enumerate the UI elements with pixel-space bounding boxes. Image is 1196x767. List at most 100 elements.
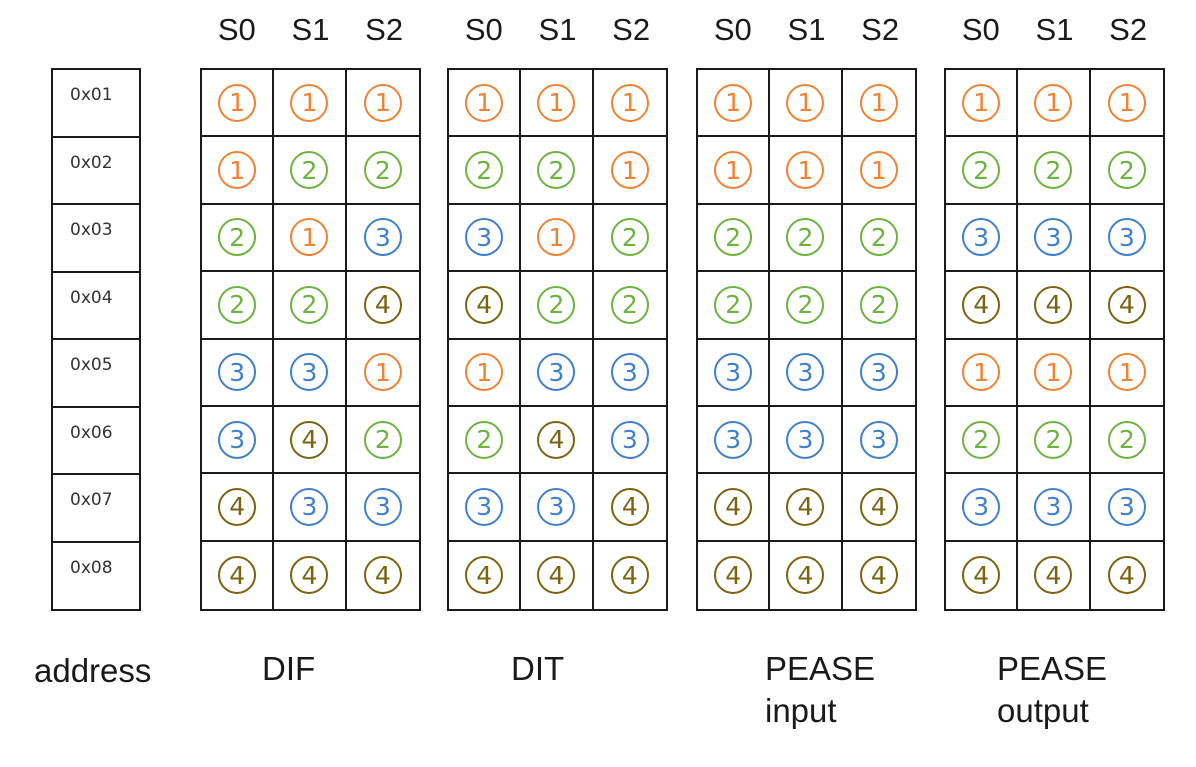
table-cell: 1: [593, 70, 666, 138]
table-cell: 3: [946, 204, 1019, 273]
circled-number-3: 3: [218, 420, 257, 459]
table-cell: 2: [842, 272, 915, 340]
table-cell: 3: [842, 340, 915, 407]
circled-number-4: 4: [714, 556, 753, 595]
circled-number-4: 4: [290, 420, 329, 459]
table-cell: 1: [202, 70, 275, 138]
circled-number-2: 2: [714, 285, 753, 324]
table-cell: 3: [1090, 205, 1163, 273]
table-cell: 1: [1090, 70, 1163, 138]
table-cell: 3: [1090, 474, 1163, 542]
table-cell: 2: [202, 204, 275, 273]
column-headers: S0 S1 S2: [200, 12, 421, 48]
table-cell: 1: [1090, 340, 1163, 407]
circled-number-1: 1: [218, 151, 257, 190]
table-cell: 3: [593, 340, 666, 407]
circled-number-4: 4: [465, 556, 504, 595]
table-cell: 1: [593, 137, 666, 205]
table-cell: 2: [1018, 406, 1091, 475]
circled-number-3: 3: [859, 420, 898, 459]
circled-number-3: 3: [537, 487, 576, 526]
circled-number-2: 2: [465, 151, 504, 190]
table-cell: 4: [347, 542, 419, 609]
table-cell: 2: [698, 272, 771, 340]
table-cell: 4: [274, 541, 347, 609]
circled-number-3: 3: [1107, 487, 1146, 526]
circled-number-1: 1: [962, 83, 1001, 122]
table-cell: 4: [1091, 542, 1163, 609]
circled-number-4: 4: [859, 487, 898, 526]
table-cell: 4: [274, 406, 347, 475]
table-cell: 1: [698, 137, 771, 205]
circled-number-1: 1: [290, 83, 329, 122]
circled-number-3: 3: [962, 218, 1001, 257]
table-cell: 1: [521, 204, 594, 273]
table-cell: 4: [946, 541, 1019, 609]
circled-number-1: 1: [786, 83, 825, 122]
column-header-s0: S0: [961, 12, 1000, 47]
table-cell: 3: [946, 474, 1019, 542]
column-header-s2: S2: [365, 12, 404, 47]
table-cell: 4: [449, 272, 522, 340]
address-cell: 0x07: [53, 475, 139, 543]
circled-number-1: 1: [1034, 83, 1073, 122]
table-cell: 3: [346, 474, 419, 542]
table-cell: 3: [698, 339, 771, 407]
circled-number-1: 1: [537, 83, 576, 122]
table-cell: 2: [842, 205, 915, 273]
circled-number-4: 4: [610, 487, 649, 526]
column-header-s1: S1: [538, 12, 577, 47]
table-cell: 4: [346, 272, 419, 340]
table-cell: 3: [202, 339, 275, 407]
circled-number-2: 2: [537, 151, 576, 190]
table-cell: 1: [521, 70, 594, 138]
table-cell: 3: [698, 406, 771, 475]
table-cell: 4: [770, 474, 843, 542]
table-label: DIT: [511, 648, 564, 690]
circled-number-2: 2: [962, 151, 1001, 190]
column-header-s2: S2: [861, 12, 900, 47]
circled-number-4: 4: [465, 285, 504, 324]
circled-number-2: 2: [962, 420, 1001, 459]
table-label-line: input: [765, 691, 837, 729]
column-header-s1: S1: [787, 12, 826, 47]
table-cell: 2: [593, 272, 666, 340]
circled-number-2: 2: [290, 285, 329, 324]
circled-number-2: 2: [786, 285, 825, 324]
circled-number-1: 1: [465, 83, 504, 122]
circled-number-1: 1: [218, 83, 257, 122]
table-cell: 1: [202, 137, 275, 205]
table-cell: 1: [1018, 339, 1091, 407]
circled-number-4: 4: [962, 556, 1001, 595]
column-headers: S0 S1 S2: [447, 12, 668, 48]
table-cell: 1: [274, 204, 347, 273]
table-cell: 3: [449, 204, 522, 273]
table-cell: 2: [521, 272, 594, 340]
table-cell: 4: [1018, 541, 1091, 609]
circled-number-3: 3: [786, 353, 825, 392]
table-cell: 2: [449, 137, 522, 205]
circled-number-2: 2: [363, 420, 402, 459]
circled-number-1: 1: [714, 83, 753, 122]
circled-number-3: 3: [465, 218, 504, 257]
table-cell: 1: [770, 137, 843, 205]
circled-number-3: 3: [363, 218, 402, 257]
circled-number-4: 4: [714, 487, 753, 526]
circled-number-4: 4: [962, 285, 1001, 324]
table-cell: 2: [770, 272, 843, 340]
circled-number-3: 3: [537, 353, 576, 392]
table-cell: 4: [521, 406, 594, 475]
circled-number-4: 4: [290, 556, 329, 595]
circled-number-2: 2: [859, 285, 898, 324]
table-cell: 4: [843, 542, 915, 609]
circled-number-1: 1: [859, 151, 898, 190]
table-cell: 2: [946, 406, 1019, 475]
address-label: address: [34, 652, 152, 689]
table-cell: 3: [593, 407, 666, 475]
table-cell: 2: [593, 205, 666, 273]
address-cell: 0x06: [53, 408, 139, 475]
circled-number-1: 1: [1107, 353, 1146, 392]
table-cell: 1: [346, 70, 419, 138]
address-cell: 0x03: [53, 205, 139, 273]
circled-number-2: 2: [1034, 151, 1073, 190]
